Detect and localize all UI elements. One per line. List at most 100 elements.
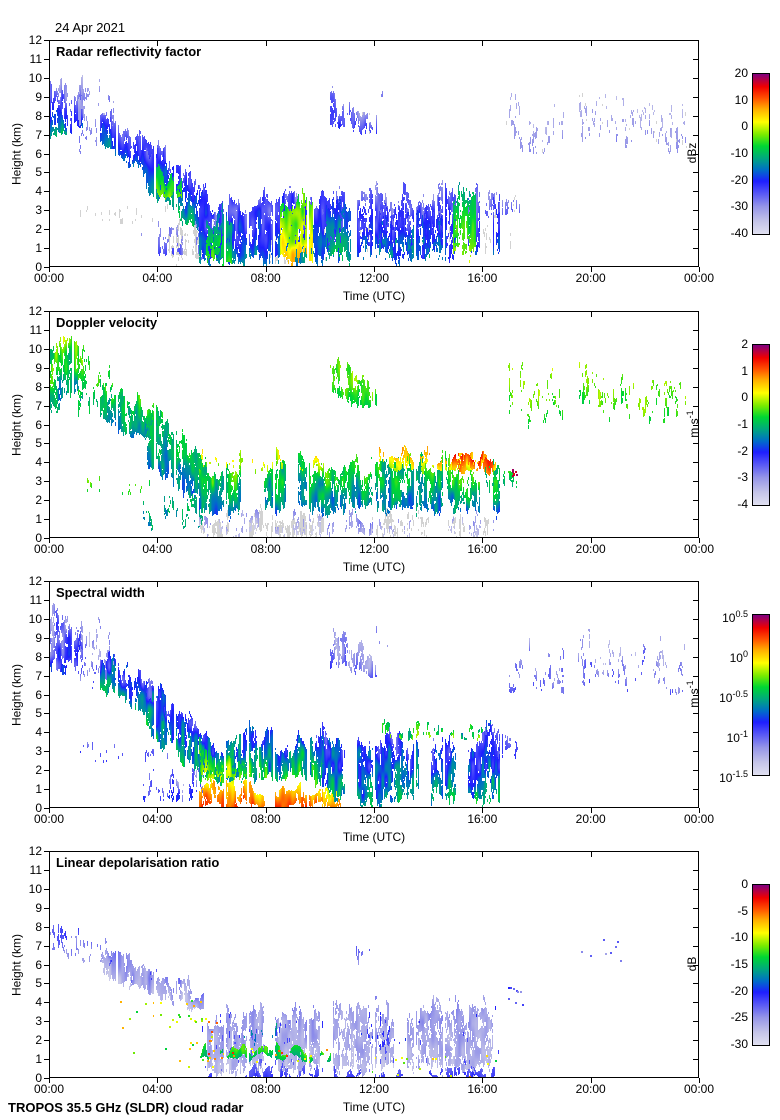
colorbar-tick-label: -20 — [730, 983, 748, 998]
x-tick-mark — [482, 808, 483, 813]
y-tick-mark — [44, 172, 49, 173]
panel-canvas-0 — [49, 40, 699, 267]
y-tick-mark — [44, 78, 49, 79]
colorbar-tick-label: -5 — [737, 903, 748, 918]
colorbar-tick-label: 10-1.5 — [719, 769, 748, 785]
y-tick-label: 10 — [28, 70, 42, 85]
y-tick-label: 7 — [35, 398, 42, 413]
x-tick-mark — [699, 538, 700, 543]
colorbar-tick-label: 10-0.5 — [719, 689, 748, 705]
y-tick-mark — [44, 946, 49, 947]
x-tick-mark — [266, 1078, 267, 1083]
y-tick-mark — [44, 983, 49, 984]
colorbar-tick-label: 0 — [741, 877, 748, 891]
x-tick-label: 08:00 — [250, 812, 281, 826]
y-tick-label: 12 — [28, 33, 42, 47]
y-tick-mark — [44, 349, 49, 350]
y-tick-mark — [44, 40, 49, 41]
y-tick-label: 9 — [35, 360, 42, 375]
y-tick-label: 4 — [35, 725, 42, 740]
y-tick-label: 8 — [35, 649, 42, 664]
x-tick-mark — [157, 267, 158, 272]
colorbar — [752, 884, 770, 1046]
y-tick-mark — [44, 406, 49, 407]
x-tick-mark — [49, 1078, 50, 1083]
y-tick-mark — [44, 965, 49, 966]
colorbar-tick-label: -30 — [730, 1037, 748, 1051]
y-tick-label: 11 — [29, 322, 42, 337]
y-tick-mark — [44, 889, 49, 890]
x-tick-label: 20:00 — [575, 812, 606, 826]
y-tick-label: 1 — [35, 1052, 42, 1067]
x-tick-mark — [157, 1078, 158, 1083]
y-tick-label: 6 — [35, 417, 42, 432]
x-tick-label: 16:00 — [467, 271, 498, 285]
x-tick-label: 04:00 — [142, 542, 173, 556]
y-tick-mark — [44, 267, 49, 268]
x-tick-mark — [266, 538, 267, 543]
y-tick-label: 3 — [35, 744, 42, 759]
x-tick-label: 12:00 — [358, 812, 390, 826]
y-tick-label: 10 — [28, 341, 42, 356]
panel-title: Doppler velocity — [56, 315, 158, 330]
y-tick-label: 2 — [35, 763, 42, 778]
colorbar-unit-label: m s-1 — [685, 410, 701, 438]
y-tick-label: 8 — [35, 919, 42, 934]
x-tick-label: 04:00 — [142, 812, 173, 826]
x-tick-label: 08:00 — [250, 1082, 281, 1096]
colorbar-tick-label: -40 — [730, 226, 748, 240]
y-tick-label: 10 — [28, 611, 42, 626]
colorbar-tick-label: -25 — [730, 1010, 748, 1025]
y-tick-label: 6 — [35, 146, 42, 161]
x-tick-mark — [157, 538, 158, 543]
x-tick-label: 12:00 — [358, 1082, 390, 1096]
y-tick-mark — [44, 368, 49, 369]
colorbar — [752, 344, 770, 506]
y-tick-mark — [44, 248, 49, 249]
y-tick-mark — [44, 154, 49, 155]
panel-title: Radar reflectivity factor — [56, 44, 202, 59]
y-tick-label: 12 — [28, 304, 42, 318]
y-tick-mark — [44, 695, 49, 696]
y-tick-mark — [44, 657, 49, 658]
colorbar — [752, 73, 770, 235]
x-tick-label: 08:00 — [250, 542, 281, 556]
y-tick-mark — [44, 870, 49, 871]
colorbar-unit-label: dBz — [685, 142, 699, 164]
y-tick-mark — [44, 97, 49, 98]
y-tick-label: 10 — [28, 881, 42, 896]
y-tick-label: 6 — [35, 957, 42, 972]
y-tick-mark — [44, 619, 49, 620]
x-tick-mark — [482, 538, 483, 543]
y-tick-label: 4 — [35, 184, 42, 199]
x-tick-label: 00:00 — [683, 812, 715, 826]
x-tick-label: 12:00 — [358, 271, 390, 285]
x-tick-label: 00:00 — [33, 271, 65, 285]
x-tick-mark — [591, 808, 592, 813]
y-tick-mark — [44, 713, 49, 714]
y-tick-mark — [44, 581, 49, 582]
colorbar-tick-label: -20 — [730, 172, 748, 187]
y-tick-mark — [44, 908, 49, 909]
y-tick-label: 0 — [35, 801, 42, 815]
colorbar-tick-label: 10 — [734, 92, 748, 107]
colorbar-tick-label: 1 — [741, 363, 748, 378]
y-axis-label: Height (km) — [9, 663, 23, 726]
x-tick-label: 00:00 — [683, 542, 715, 556]
y-tick-label: 2 — [35, 222, 42, 237]
y-tick-mark — [44, 387, 49, 388]
y-tick-label: 7 — [35, 668, 42, 683]
colorbar-tick-label: -15 — [730, 957, 748, 971]
y-tick-mark — [44, 229, 49, 230]
x-tick-label: 04:00 — [142, 271, 173, 285]
y-tick-label: 5 — [35, 165, 42, 180]
y-tick-label: 2 — [35, 493, 42, 508]
y-tick-label: 9 — [35, 900, 42, 915]
y-tick-label: 0 — [35, 531, 42, 545]
x-tick-mark — [591, 267, 592, 272]
y-tick-mark — [44, 116, 49, 117]
colorbar-tick-label: 20 — [734, 66, 748, 80]
colorbar-tick-label: -3 — [737, 470, 748, 485]
y-tick-label: 0 — [35, 1071, 42, 1085]
